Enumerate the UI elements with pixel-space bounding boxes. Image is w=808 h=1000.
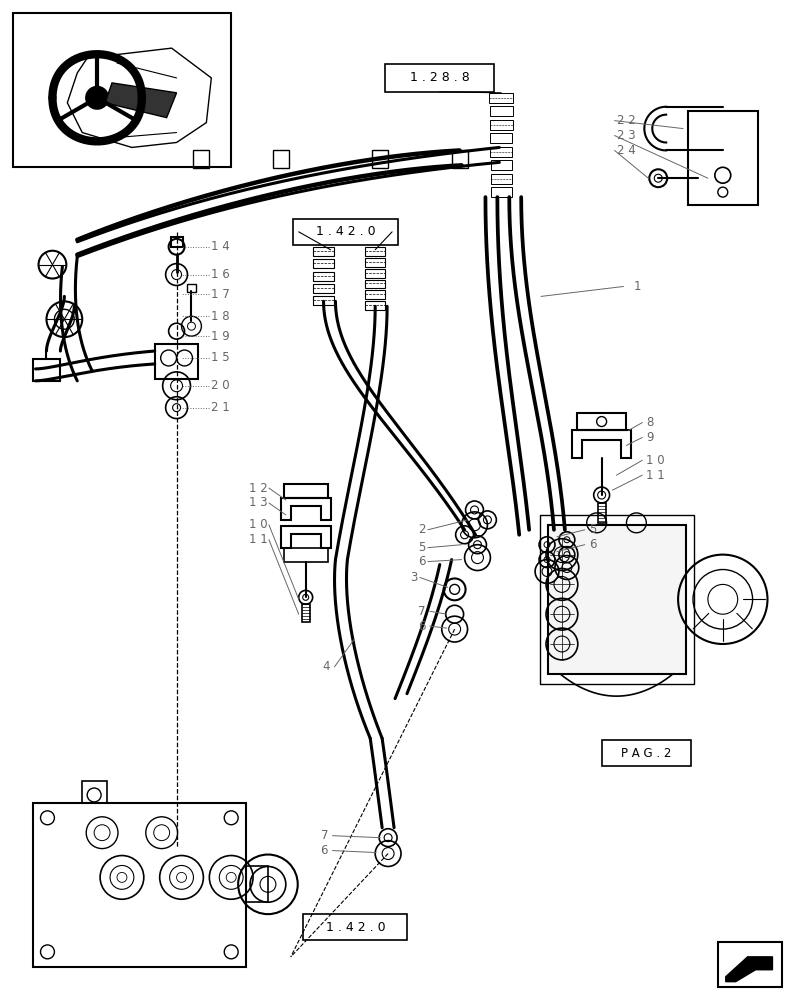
Bar	[385, 64, 494, 92]
Bar	[490, 160, 512, 170]
Text: 2 1: 2 1	[212, 401, 230, 414]
Bar	[365, 247, 385, 256]
Text: 8: 8	[646, 416, 654, 429]
Text: 6: 6	[589, 538, 596, 551]
Text: 1 5: 1 5	[212, 351, 230, 364]
Text: 1 4: 1 4	[212, 240, 230, 253]
Text: 5: 5	[418, 541, 425, 554]
Text: 9: 9	[646, 431, 654, 444]
Text: 1 . 2 8 . 8: 1 . 2 8 . 8	[410, 71, 469, 84]
Text: 6: 6	[418, 620, 425, 633]
Text: 1 1: 1 1	[249, 533, 267, 546]
Bar	[301, 604, 309, 622]
Bar	[13, 13, 231, 167]
Bar	[490, 133, 512, 143]
Text: 2 2: 2 2	[617, 114, 635, 127]
Bar	[577, 413, 626, 430]
Bar	[452, 150, 468, 168]
Text: 1 0: 1 0	[249, 518, 267, 531]
Text: 1 8: 1 8	[212, 310, 230, 323]
Text: 2: 2	[418, 523, 425, 536]
Bar	[32, 359, 61, 381]
Bar	[187, 284, 196, 292]
Bar	[491, 174, 511, 184]
Bar	[303, 914, 407, 940]
Text: 1 1: 1 1	[646, 469, 665, 482]
Bar	[313, 284, 335, 293]
Bar	[365, 280, 385, 288]
Bar	[32, 803, 246, 967]
Text: 3: 3	[410, 571, 418, 584]
Bar	[365, 269, 385, 278]
Text: 1 3: 1 3	[249, 496, 267, 509]
Bar	[313, 259, 335, 268]
Bar	[688, 111, 758, 205]
Text: P A G . 2: P A G . 2	[621, 747, 671, 760]
Text: 1 7: 1 7	[212, 288, 230, 301]
Bar	[598, 503, 606, 523]
Bar	[602, 740, 691, 766]
Bar	[313, 296, 335, 305]
Bar	[284, 548, 327, 562]
Text: 7: 7	[418, 605, 425, 618]
Text: 4: 4	[322, 660, 330, 673]
Bar	[540, 515, 694, 684]
Text: 6: 6	[418, 555, 425, 568]
Bar	[490, 147, 512, 157]
Bar	[284, 484, 327, 498]
Text: 6: 6	[321, 844, 328, 857]
Bar	[170, 237, 183, 247]
Text: 1 . 4 2 . 0: 1 . 4 2 . 0	[326, 921, 385, 934]
Bar	[82, 781, 107, 803]
Polygon shape	[726, 957, 772, 982]
Bar	[490, 120, 513, 130]
Bar	[491, 187, 511, 197]
Text: 1 9: 1 9	[212, 330, 230, 343]
Bar	[548, 525, 686, 674]
Bar	[365, 301, 385, 310]
Circle shape	[87, 88, 107, 108]
Text: 7: 7	[321, 829, 328, 842]
Bar	[246, 866, 268, 902]
Bar	[718, 942, 782, 987]
Bar	[372, 150, 388, 168]
Bar	[365, 290, 385, 299]
Text: 1 . 4 2 . 0: 1 . 4 2 . 0	[316, 225, 375, 238]
Bar	[313, 247, 335, 256]
Text: 1 2: 1 2	[249, 482, 267, 495]
Text: 2 4: 2 4	[617, 144, 635, 157]
Bar	[365, 258, 385, 267]
Bar	[154, 344, 199, 379]
Bar	[273, 150, 288, 168]
Polygon shape	[105, 83, 177, 118]
Text: 5: 5	[589, 523, 596, 536]
Text: 1 6: 1 6	[212, 268, 230, 281]
Bar	[490, 106, 513, 116]
Bar	[193, 150, 209, 168]
Bar	[293, 219, 398, 245]
Bar	[313, 272, 335, 281]
Bar	[490, 93, 513, 103]
Text: 2 0: 2 0	[212, 379, 230, 392]
Text: 2 3: 2 3	[617, 129, 635, 142]
Text: 1: 1	[633, 280, 641, 293]
Text: 1 0: 1 0	[646, 454, 665, 467]
